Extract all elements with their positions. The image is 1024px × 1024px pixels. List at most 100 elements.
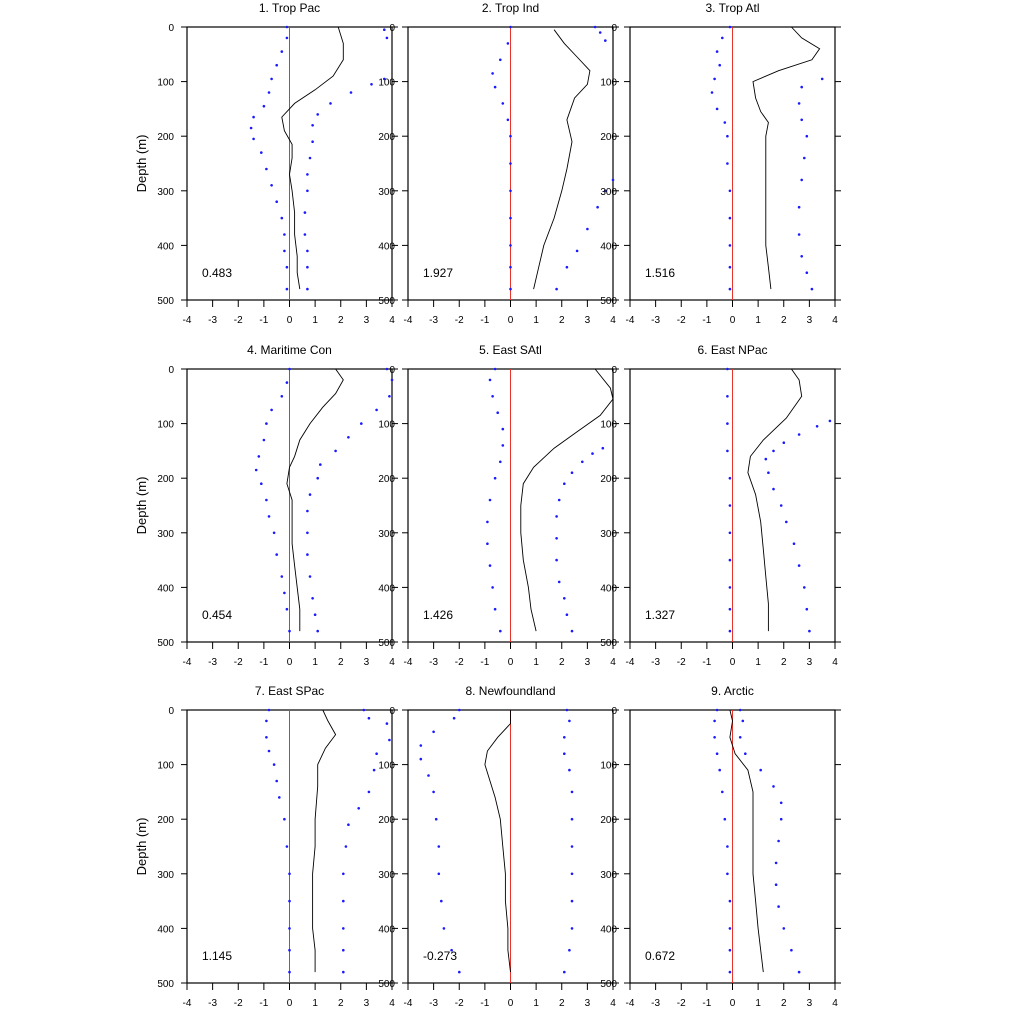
dotted-bound-point-lower (493, 85, 497, 89)
x-tick-label: -2 (455, 315, 464, 326)
dotted-bound-point-lower (486, 520, 489, 524)
panel-title: 2. Trop Ind (482, 1, 539, 15)
y-tick-label: 100 (378, 420, 395, 431)
x-tick-label: -3 (429, 998, 438, 1009)
dotted-bound-point-upper (611, 178, 615, 182)
x-tick-label: -4 (183, 315, 192, 326)
dotted-bound-point-upper (308, 156, 312, 160)
dotted-bound-point-lower (501, 444, 505, 447)
dotted-bound-point-upper (360, 422, 363, 425)
x-tick-label: -4 (183, 657, 192, 668)
dotted-bound-point-upper (598, 31, 602, 34)
x-tick-label: 4 (832, 315, 838, 326)
dotted-bound-point-lower (278, 796, 281, 799)
x-tick-label: 2 (781, 315, 787, 326)
dotted-bound-point-lower (728, 504, 732, 507)
x-tick-label: 2 (338, 657, 344, 668)
x-tick-label: -3 (651, 657, 660, 668)
dotted-bound-point-lower (267, 708, 271, 712)
x-tick-label: 0 (508, 657, 514, 668)
dotted-bound-point-upper (390, 378, 394, 382)
x-tick-label: -3 (208, 657, 217, 668)
dotted-bound-point-lower (506, 118, 510, 122)
x-tick-label: -4 (626, 315, 635, 326)
dotted-bound-point-lower (493, 476, 497, 480)
dotted-bound-point-lower (728, 927, 732, 930)
dotted-bound-point-lower (270, 184, 273, 187)
panel-title: 1. Trop Pac (259, 1, 320, 15)
chart-panel-6: 6. East NPac -4 -3 -2 -1 0 1 2 3 4 0 100 200 300 400 50… (600, 343, 841, 668)
dotted-bound-point-lower (491, 72, 494, 75)
x-tick-label: 0 (287, 657, 293, 668)
dotted-bound-point-lower (728, 970, 732, 974)
dotted-bound-point-lower (419, 744, 423, 747)
dotted-bound-point-upper (313, 613, 317, 616)
dotted-bound-point-lower (499, 460, 502, 464)
x-tick-label: -1 (480, 998, 489, 1009)
dotted-bound-point-lower (493, 367, 497, 371)
y-tick-label: 300 (600, 529, 617, 540)
dotted-bound-point-lower (419, 757, 423, 761)
x-tick-label: -2 (234, 315, 243, 326)
dotted-bound-point-lower (509, 189, 512, 193)
dotted-bound-point-lower (713, 77, 716, 81)
y-tick-label: 300 (378, 870, 395, 881)
dotted-bound-point-lower (726, 367, 729, 371)
y-tick-label: 300 (378, 529, 395, 540)
dotted-bound-point-upper (306, 265, 309, 269)
dotted-bound-point-lower (434, 817, 438, 821)
dotted-bound-point-upper (575, 249, 579, 253)
dotted-bound-point-upper (772, 449, 775, 453)
dotted-bound-point-lower (509, 287, 512, 291)
dotted-bound-point-lower (270, 77, 273, 81)
dotted-bound-point-lower (275, 553, 279, 556)
x-tick-label: -1 (259, 657, 268, 668)
dotted-bound-point-upper (797, 233, 801, 236)
y-tick-label: 100 (600, 761, 617, 772)
dotted-bound-point-lower (726, 422, 729, 425)
panel-value-annotation: 0.454 (202, 608, 232, 622)
y-tick-label: 200 (157, 132, 174, 143)
dotted-bound-point-lower (285, 607, 289, 611)
dotted-bound-point-upper (738, 736, 742, 739)
x-tick-label: 2 (781, 998, 787, 1009)
dotted-bound-point-lower (491, 586, 494, 589)
y-tick-label: 400 (600, 241, 617, 252)
dotted-bound-point-upper (741, 719, 745, 723)
dotted-bound-point-lower (499, 58, 502, 62)
dotted-bound-point-upper (375, 408, 378, 412)
y-tick-label: 0 (389, 365, 395, 376)
dotted-bound-point-upper (570, 927, 574, 930)
dotted-bound-point-lower (728, 244, 732, 247)
dotted-bound-point-upper (772, 487, 775, 491)
dotted-bound-point-lower (509, 265, 512, 269)
dotted-bound-point-upper (570, 899, 574, 903)
dotted-bound-point-lower (272, 763, 276, 766)
x-tick-label: 0 (730, 998, 736, 1009)
dotted-bound-point-upper (362, 708, 366, 712)
y-tick-label: 200 (378, 132, 395, 143)
dotted-bound-point-upper (604, 189, 607, 193)
y-tick-label: 100 (600, 420, 617, 431)
dotted-bound-point-lower (265, 736, 268, 739)
dotted-bound-point-upper (774, 861, 778, 865)
dotted-bound-point-lower (726, 872, 729, 876)
x-tick-label: 1 (755, 657, 761, 668)
dotted-bound-point-upper (744, 752, 747, 755)
dotted-bound-point-lower (288, 629, 291, 633)
dotted-bound-point-lower (723, 817, 727, 821)
dotted-bound-point-lower (267, 91, 271, 94)
y-tick-label: 500 (157, 638, 174, 649)
dotted-bound-point-lower (728, 287, 732, 291)
dotted-bound-point-upper (563, 736, 566, 739)
dotted-bound-point-lower (283, 817, 286, 821)
mean-profile-line (520, 368, 614, 632)
dotted-bound-point-lower (713, 719, 716, 723)
y-tick-label: 500 (600, 296, 617, 307)
dotted-bound-point-lower (270, 408, 273, 412)
x-tick-label: 2 (781, 657, 787, 668)
dotted-bound-point-lower (427, 774, 430, 777)
dotted-bound-point-upper (563, 970, 566, 974)
y-tick-label: 500 (600, 638, 617, 649)
